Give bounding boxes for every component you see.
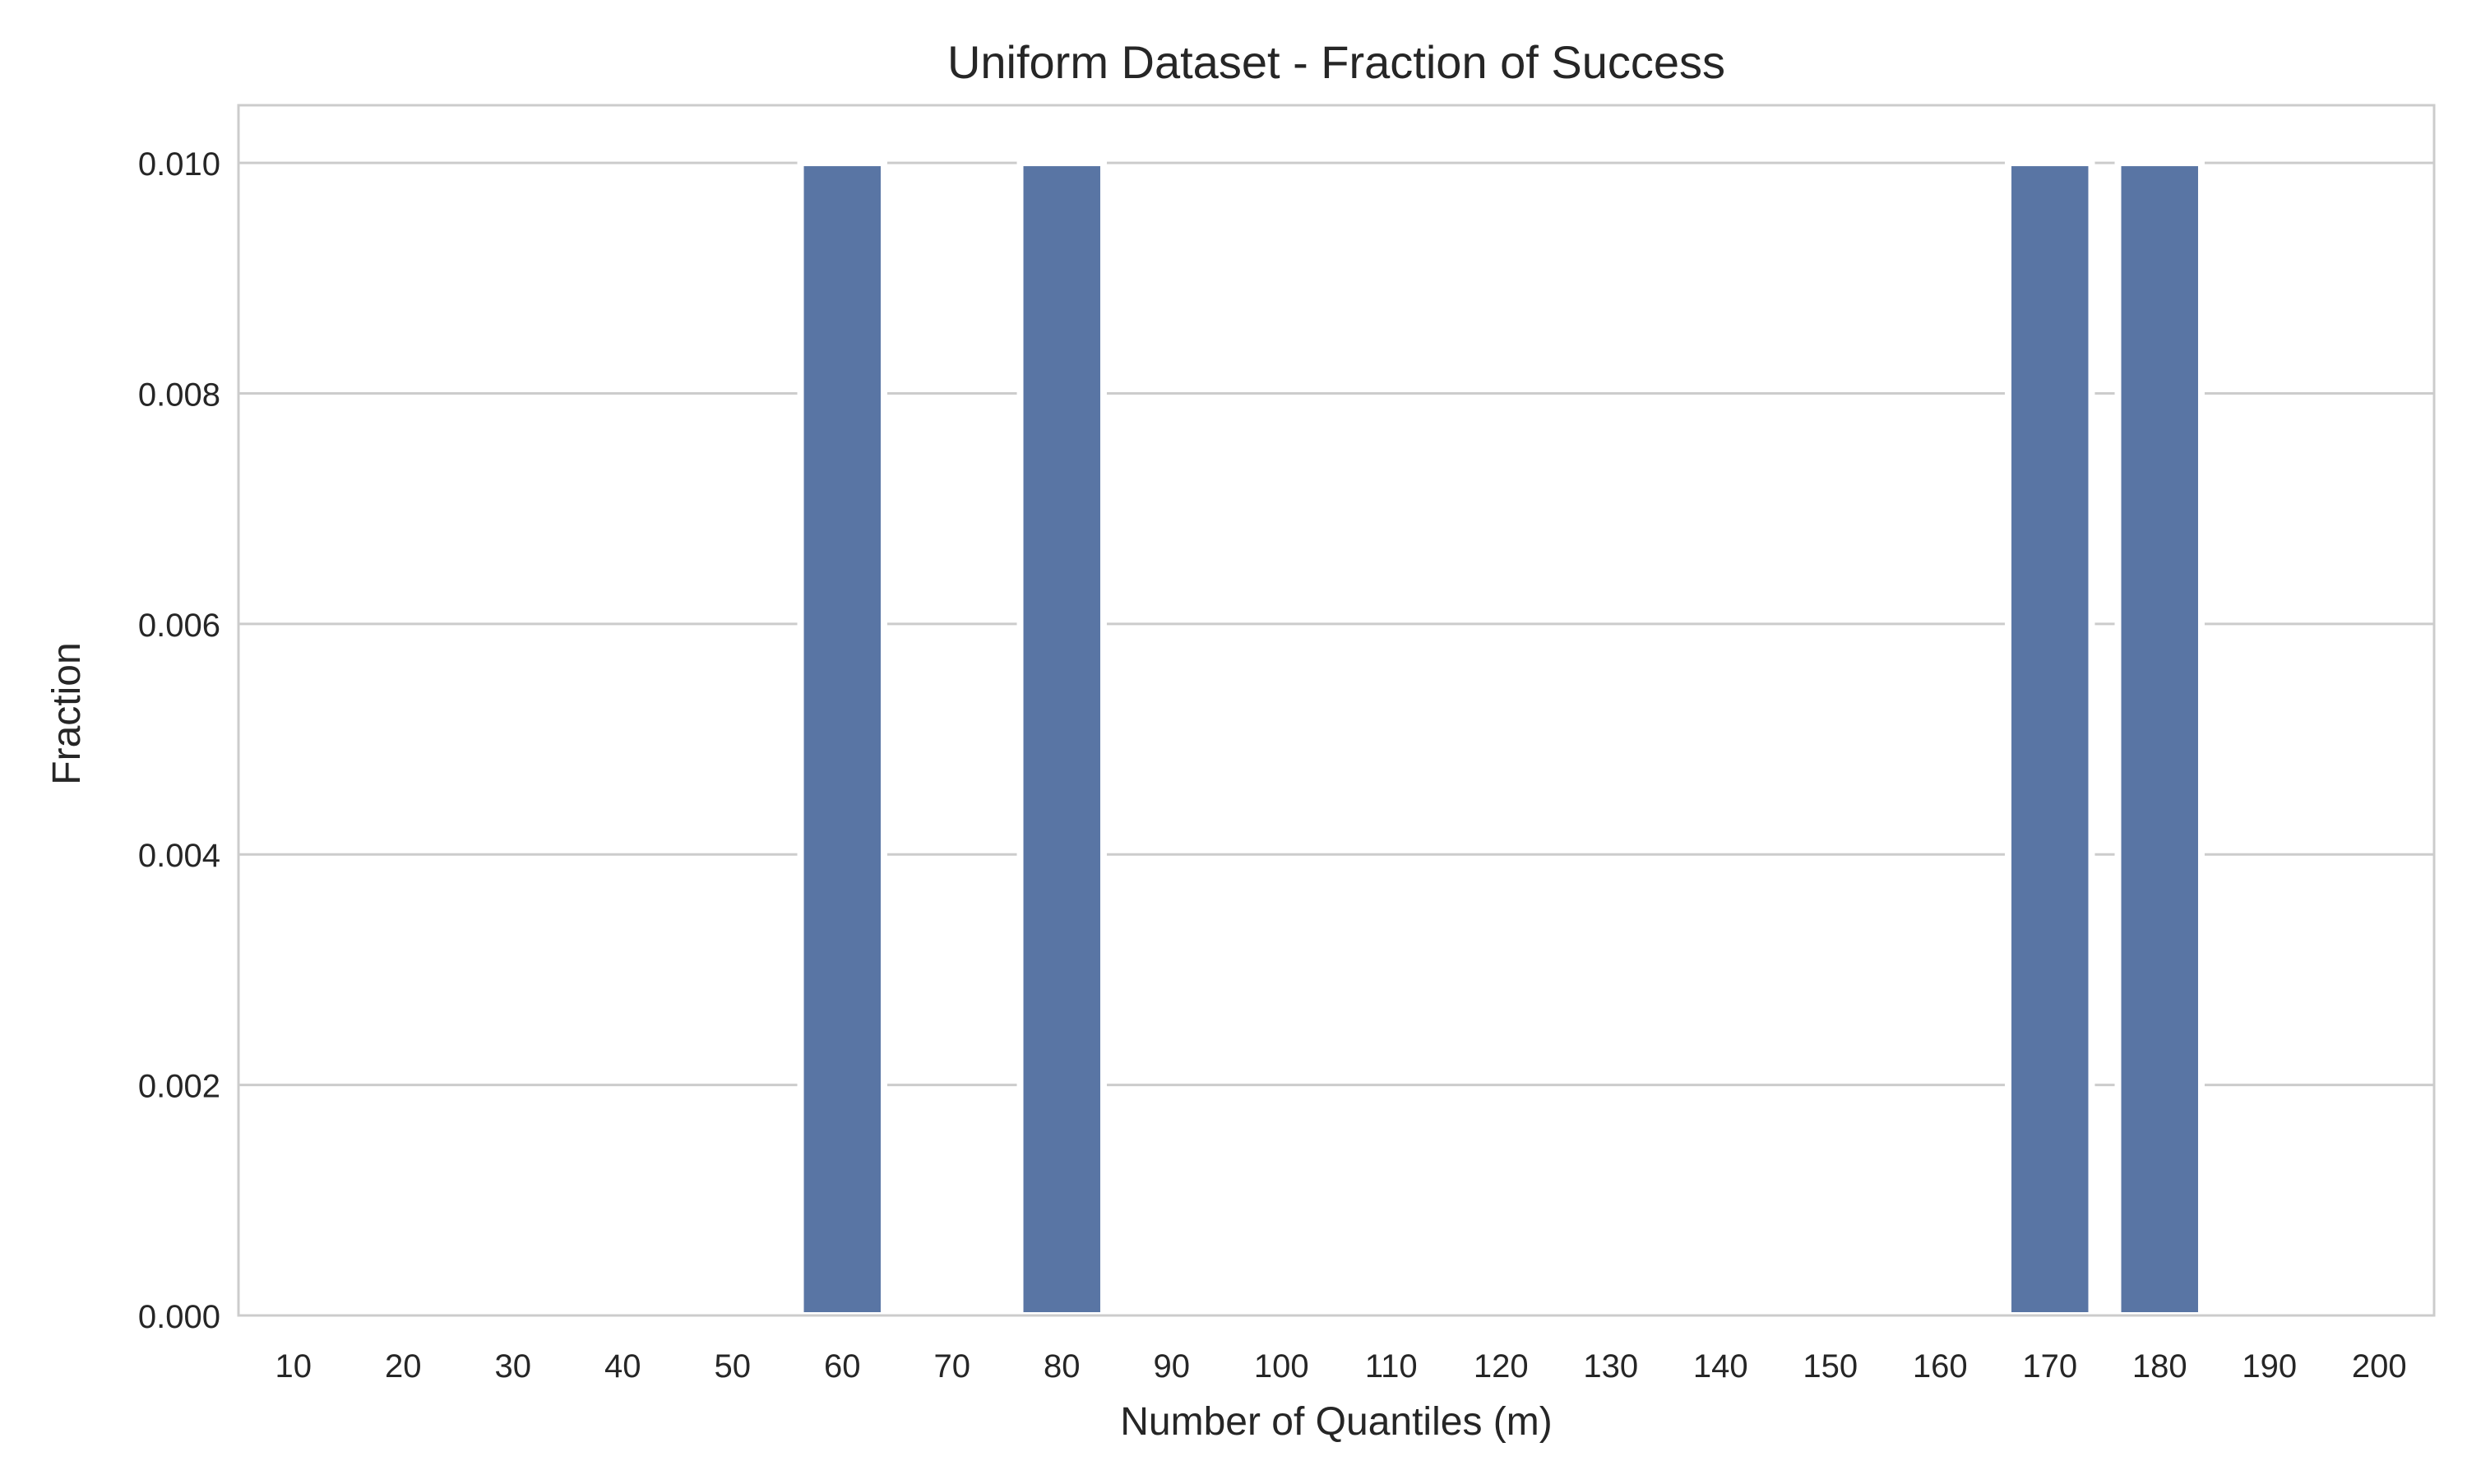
bar-80 <box>1016 159 1107 1320</box>
x-tick-label: 70 <box>934 1348 971 1385</box>
x-tick-label: 150 <box>1803 1348 1858 1385</box>
x-tick-label: 60 <box>824 1348 861 1385</box>
y-tick-labels: 0.000 0.002 0.004 0.006 0.008 0.010 <box>138 146 220 1335</box>
x-tick-label: 110 <box>1365 1348 1418 1385</box>
x-tick-label: 180 <box>2132 1348 2187 1385</box>
bar-60 <box>797 159 887 1320</box>
y-axis-label: Fraction <box>45 642 89 784</box>
x-tick-label: 160 <box>1913 1348 1968 1385</box>
bar-180 <box>2114 159 2205 1320</box>
chart-title: Uniform Dataset - Fraction of Success <box>947 36 1725 88</box>
x-tick-label: 30 <box>495 1348 532 1385</box>
bars <box>797 159 2205 1320</box>
y-tick-label: 0.004 <box>138 838 220 874</box>
x-tick-label: 190 <box>2242 1348 2297 1385</box>
x-tick-label: 40 <box>604 1348 641 1385</box>
x-axis-label: Number of Quantiles (m) <box>1120 1400 1553 1444</box>
plot-frame <box>237 104 2436 1317</box>
y-tick-label: 0.000 <box>138 1299 220 1335</box>
y-tick-label: 0.002 <box>138 1069 220 1105</box>
x-tick-label: 140 <box>1693 1348 1748 1385</box>
y-tick-label: 0.010 <box>138 146 220 183</box>
y-tick-label: 0.008 <box>138 377 220 413</box>
x-tick-label: 50 <box>715 1348 752 1385</box>
x-tick-label: 90 <box>1154 1348 1191 1385</box>
x-tick-label: 80 <box>1044 1348 1081 1385</box>
x-tick-label: 100 <box>1254 1348 1309 1385</box>
bar-170 <box>2005 159 2095 1320</box>
x-tick-label: 120 <box>1474 1348 1529 1385</box>
x-tick-label: 200 <box>2352 1348 2407 1385</box>
x-tick-label: 130 <box>1583 1348 1638 1385</box>
x-tick-label: 170 <box>2022 1348 2077 1385</box>
x-tick-label: 20 <box>385 1348 422 1385</box>
x-tick-labels: 10 20 30 40 50 60 70 80 90 100 110 120 130 140 150 160 1… <box>275 1348 2407 1385</box>
x-tick-label: 10 <box>275 1348 312 1385</box>
y-tick-label: 0.006 <box>138 608 220 644</box>
